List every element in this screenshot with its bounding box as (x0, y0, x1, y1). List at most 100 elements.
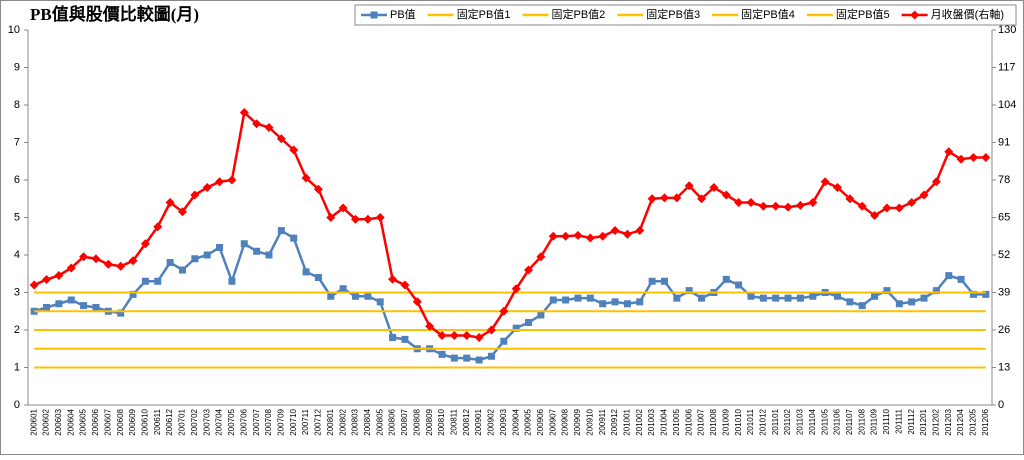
point (388, 274, 398, 284)
legend-marker (910, 10, 920, 20)
x-tick-label: 200805 (375, 408, 384, 435)
point (290, 234, 298, 242)
point (154, 277, 162, 285)
point (931, 177, 941, 187)
x-tick-label: 200907 (548, 408, 557, 435)
x-tick-label: 200710 (289, 408, 298, 435)
x-tick-label: 200709 (276, 408, 285, 435)
point (945, 272, 953, 280)
point (932, 287, 940, 295)
point (487, 352, 495, 360)
y-tick-label: 8 (14, 99, 20, 111)
point (500, 337, 508, 345)
point (265, 251, 273, 259)
x-tick-label: 201108 (857, 408, 866, 435)
x-tick-label: 201103 (796, 408, 805, 435)
point (599, 300, 607, 308)
legend-label: 月收盤價(右軸) (931, 7, 1004, 21)
point (327, 292, 335, 300)
point (536, 252, 546, 262)
point (228, 277, 236, 285)
point (338, 203, 348, 213)
point (598, 231, 608, 241)
point (697, 194, 707, 204)
legend-marker (370, 11, 378, 19)
point (165, 198, 175, 207)
point (684, 181, 694, 191)
y-tick-label: 0 (14, 399, 20, 411)
point (400, 280, 410, 290)
point (870, 210, 880, 220)
y2-tick-label: 117 (998, 61, 1016, 73)
point (141, 277, 149, 285)
point (809, 292, 817, 300)
point (80, 302, 88, 310)
point (982, 290, 990, 298)
point (42, 275, 52, 285)
point (499, 306, 509, 316)
point (326, 213, 336, 222)
point (771, 201, 781, 211)
point (474, 333, 484, 342)
point (178, 266, 186, 274)
x-tick-label: 200705 (227, 408, 236, 435)
point (449, 330, 459, 340)
x-tick-label: 201106 (833, 408, 842, 435)
point (784, 294, 792, 302)
point (585, 233, 595, 243)
x-tick-label: 200908 (561, 408, 570, 435)
y2-tick-label: 104 (998, 99, 1016, 111)
point (698, 294, 706, 302)
y2-tick-label: 130 (998, 24, 1016, 36)
point (438, 350, 446, 358)
x-tick-label: 200706 (239, 408, 248, 435)
point (956, 154, 966, 164)
point (43, 304, 51, 311)
x-tick-label: 200801 (326, 408, 335, 435)
point (512, 324, 520, 332)
x-tick-label: 200802 (338, 408, 347, 435)
y2-tick-label: 52 (998, 249, 1010, 261)
point (463, 354, 471, 362)
x-tick-label: 200711 (301, 408, 310, 435)
x-tick-label: 200912 (610, 408, 619, 435)
point (289, 145, 299, 155)
x-tick-label: 200804 (363, 408, 372, 435)
x-tick-label: 200703 (202, 408, 211, 435)
y2-tick-label: 26 (998, 324, 1010, 336)
x-tick-label: 200707 (252, 408, 261, 435)
point (623, 300, 631, 308)
point (920, 294, 928, 302)
legend-box (354, 4, 1017, 26)
point (252, 119, 262, 129)
x-tick-label: 201202 (931, 408, 940, 435)
point (562, 296, 570, 304)
point (177, 207, 187, 217)
point (734, 198, 744, 207)
y-tick-label: 6 (14, 174, 20, 186)
point (834, 292, 842, 300)
point (301, 173, 311, 183)
x-tick-label: 200603 (54, 408, 63, 435)
x-tick-label: 200607 (103, 408, 112, 435)
y-tick-label: 5 (14, 211, 20, 223)
x-tick-label: 200906 (536, 408, 545, 435)
point (55, 300, 63, 308)
point (783, 202, 793, 212)
point (883, 287, 891, 295)
point (944, 147, 954, 157)
x-tick-label: 200712 (314, 408, 323, 435)
point (574, 294, 582, 302)
x-tick-label: 200611 (153, 408, 162, 435)
point (239, 108, 249, 117)
point (401, 335, 409, 343)
point (735, 281, 743, 289)
x-tick-label: 200708 (264, 408, 273, 435)
point (635, 225, 645, 235)
point (276, 134, 286, 144)
x-tick-label: 200604 (66, 408, 75, 435)
point (709, 183, 719, 192)
point (54, 270, 64, 280)
